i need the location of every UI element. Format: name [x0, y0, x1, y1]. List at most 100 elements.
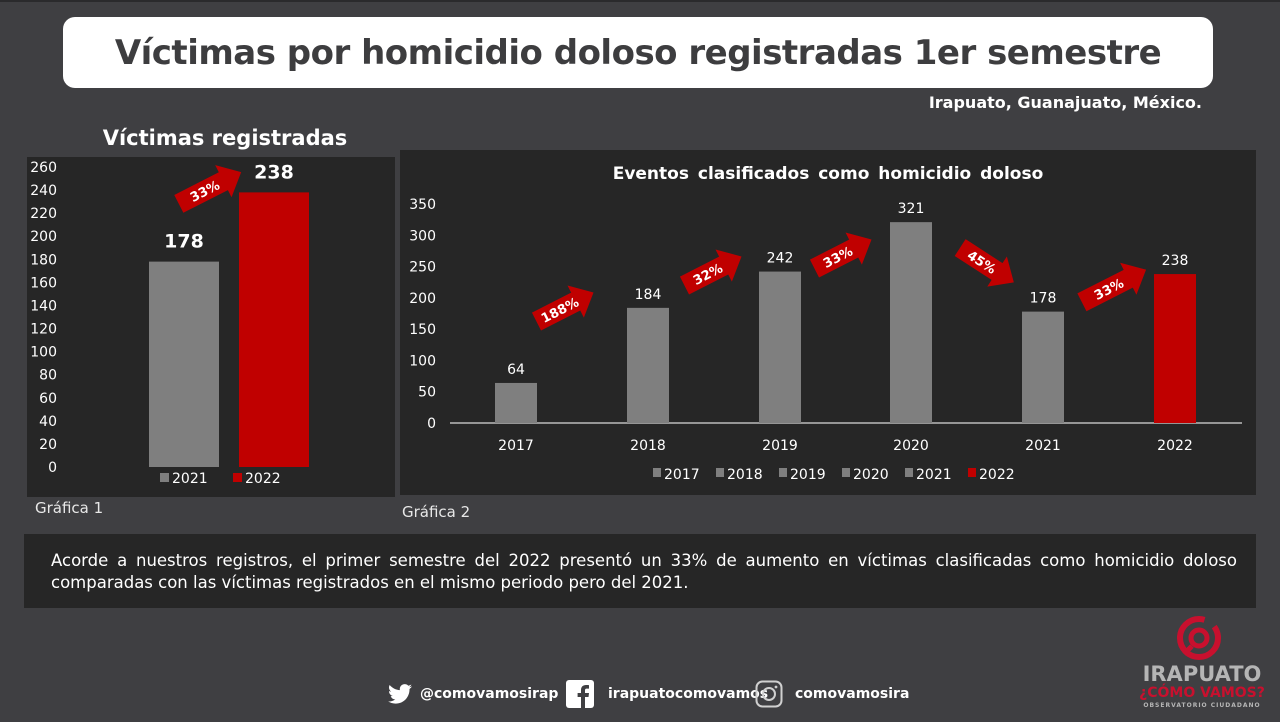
logo-line1: IRAPUATO — [1143, 662, 1262, 686]
legend-label-2022: 2022 — [979, 467, 1015, 483]
bar-2021 — [149, 261, 219, 467]
change-arrow-up: 32% — [679, 249, 742, 295]
legend-label-2019: 2019 — [790, 467, 826, 483]
y-tick-label: 20 — [39, 437, 57, 453]
change-arrow-down: 45% — [954, 239, 1014, 287]
data-label: 64 — [507, 362, 525, 378]
bar-2021 — [1022, 311, 1064, 423]
x-tick-label: 2022 — [1157, 438, 1193, 454]
facebook-page[interactable]: irapuatocomovamos — [566, 680, 768, 708]
y-tick-label: 220 — [30, 206, 57, 222]
twitter-icon — [388, 684, 412, 704]
summary-note: Acorde a nuestros registros, el primer s… — [24, 534, 1256, 608]
y-tick-label: 80 — [39, 368, 57, 384]
summary-text: Acorde a nuestros registros, el primer s… — [51, 551, 1237, 592]
location-label: Irapuato, Guanajuato, México. — [928, 93, 1202, 112]
chart2-panel: Eventos clasificados como homicidio dolo… — [400, 150, 1256, 495]
chart1-panel: 0 20 40 60 80 100 120 140 160 180 200 220 240 260 178 2… — [27, 157, 395, 497]
x-tick-label: 2017 — [498, 438, 534, 454]
y-tick-label: 300 — [409, 228, 436, 244]
bar-2019 — [759, 271, 801, 423]
arrow-shape — [809, 232, 872, 278]
facebook-icon — [566, 680, 594, 708]
chart1-svg: 0 20 40 60 80 100 120 140 160 180 200 220 240 260 178 2… — [30, 160, 309, 487]
data-label: 242 — [767, 251, 794, 267]
arrow-shape — [679, 249, 742, 295]
logo-line3: OBSERVATORIO CIUDADANO — [1143, 702, 1260, 709]
change-arrow-up: 33% — [809, 232, 872, 278]
data-label: 178 — [1030, 291, 1057, 307]
title-banner: Víctimas por homicidio doloso registrada… — [63, 17, 1213, 88]
instagram-icon — [755, 680, 783, 708]
chart2-caption: Gráfica 2 — [402, 503, 471, 521]
legend-swatch-2017 — [653, 468, 661, 477]
arrow-shape — [954, 239, 1014, 287]
legend-label-2020: 2020 — [853, 467, 889, 483]
y-tick-label: 200 — [409, 291, 436, 307]
y-tick-label: 150 — [409, 322, 436, 338]
data-label: 238 — [254, 161, 294, 183]
arrow-shape — [1077, 262, 1147, 312]
facebook-page-text: irapuatocomovamos — [608, 686, 769, 702]
bar-2022 — [1154, 274, 1196, 423]
legend-label-2021: 2021 — [916, 467, 952, 483]
data-label: 184 — [635, 287, 662, 303]
y-tick-label: 120 — [30, 322, 57, 338]
chart1-caption: Gráfica 1 — [35, 499, 104, 517]
legend-label-2018: 2018 — [727, 467, 763, 483]
y-tick-label: 100 — [30, 345, 57, 361]
legend-swatch-2021 — [160, 473, 169, 482]
legend-label-2022: 2022 — [245, 471, 281, 487]
chart2-svg: Eventos clasificados como homicidio dolo… — [409, 164, 1242, 483]
bar-2022 — [239, 192, 309, 467]
top-border — [0, 0, 1280, 2]
arrow-shape — [174, 165, 242, 213]
irapuato-como-vamos-logo: IRAPUATO ¿CÓMO VAMOS? OBSERVATORIO CIUDA… — [1136, 614, 1272, 718]
data-label: 238 — [1162, 253, 1189, 269]
data-label: 321 — [898, 201, 925, 217]
change-arrow-up: 33% — [1077, 262, 1147, 312]
chart2-title: Eventos clasificados como homicidio dolo… — [613, 164, 1044, 184]
y-tick-label: 250 — [409, 260, 436, 276]
logo-line2: ¿CÓMO VAMOS? — [1139, 683, 1265, 701]
bar-2020 — [890, 222, 932, 423]
legend-label-2021: 2021 — [172, 471, 208, 487]
y-tick-label: 0 — [427, 416, 436, 432]
legend-swatch-2022 — [968, 468, 976, 477]
y-tick-label: 350 — [409, 197, 436, 213]
bar-2018 — [627, 307, 669, 423]
bar-2017 — [495, 382, 537, 423]
y-tick-label: 140 — [30, 298, 57, 314]
x-tick-label: 2020 — [893, 438, 929, 454]
y-tick-label: 0 — [48, 460, 57, 476]
y-tick-label: 100 — [409, 353, 436, 369]
growth-arrow: 33% — [174, 165, 242, 213]
logo-mark-icon: IRAPUATO ¿CÓMO VAMOS? OBSERVATORIO CIUDA… — [1139, 616, 1265, 709]
y-tick-label: 60 — [39, 391, 57, 407]
y-tick-label: 260 — [30, 160, 57, 176]
twitter-handle-text: @comovamosirap — [420, 686, 559, 702]
instagram-account[interactable]: comovamosira — [755, 680, 909, 708]
y-tick-label: 50 — [418, 385, 436, 401]
x-tick-label: 2018 — [630, 438, 666, 454]
y-tick-label: 160 — [30, 275, 57, 291]
chart1-title: Víctimas registradas — [102, 126, 348, 150]
x-tick-label: 2019 — [762, 438, 798, 454]
arrow-shape — [531, 285, 594, 331]
legend-swatch-2019 — [779, 468, 787, 477]
y-tick-label: 240 — [30, 183, 57, 199]
y-tick-label: 40 — [39, 414, 57, 430]
change-arrow-up: 188% — [531, 285, 594, 331]
legend-swatch-2020 — [842, 468, 850, 477]
data-label: 178 — [164, 231, 204, 253]
twitter-handle[interactable]: @comovamosirap — [388, 680, 558, 708]
x-tick-label: 2021 — [1025, 438, 1061, 454]
page-title: Víctimas por homicidio doloso registrada… — [114, 32, 1162, 73]
legend-swatch-2018 — [716, 468, 724, 477]
legend-swatch-2021 — [905, 468, 913, 477]
legend-label-2017: 2017 — [664, 467, 700, 483]
y-tick-label: 180 — [30, 252, 57, 268]
y-tick-label: 200 — [30, 229, 57, 245]
instagram-account-text: comovamosira — [795, 686, 910, 702]
legend-swatch-2022 — [233, 473, 242, 482]
